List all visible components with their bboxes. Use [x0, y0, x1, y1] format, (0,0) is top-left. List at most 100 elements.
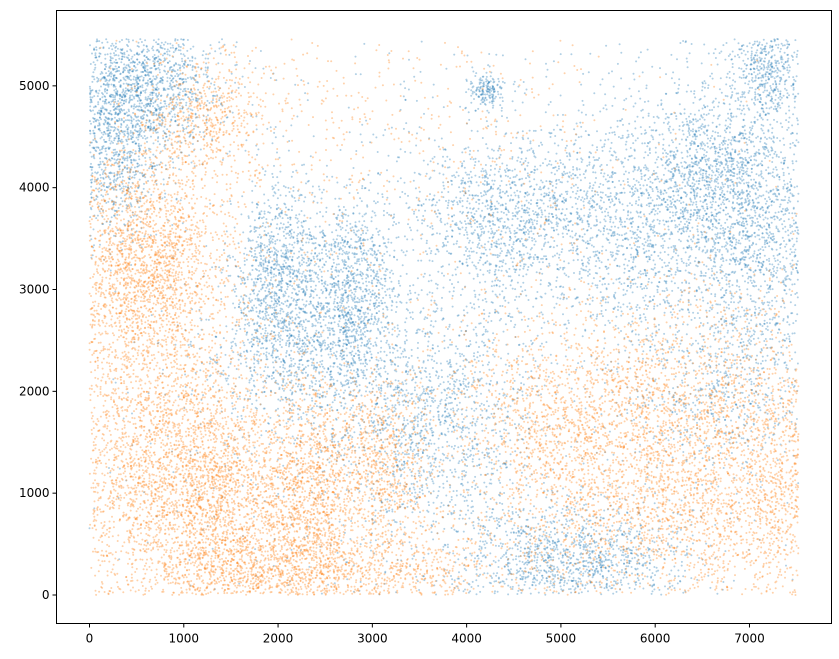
data-point	[153, 57, 156, 60]
data-point	[341, 284, 344, 287]
data-point	[158, 51, 161, 54]
data-point	[483, 180, 486, 182]
data-point	[424, 250, 427, 253]
data-point	[271, 260, 274, 263]
data-point	[443, 187, 446, 190]
data-point	[539, 186, 542, 189]
data-point	[475, 201, 478, 204]
data-point	[275, 256, 278, 258]
data-point	[337, 285, 340, 287]
data-point	[475, 194, 478, 197]
data-point	[501, 190, 504, 193]
data-point	[466, 173, 469, 176]
data-point	[109, 55, 112, 58]
data-point	[150, 135, 152, 138]
data-point	[278, 239, 281, 242]
data-point	[474, 174, 477, 177]
data-point	[306, 233, 309, 236]
data-point	[305, 413, 308, 416]
data-point	[358, 326, 361, 329]
data-point	[465, 206, 468, 209]
data-point	[255, 281, 258, 284]
data-point	[294, 275, 296, 278]
data-point	[169, 66, 172, 69]
data-point	[484, 248, 487, 251]
data-point	[264, 327, 267, 330]
data-point	[95, 146, 98, 149]
data-point	[128, 152, 131, 155]
data-point	[347, 214, 350, 217]
data-point	[548, 199, 551, 202]
data-point	[530, 247, 533, 249]
data-point	[96, 76, 99, 79]
data-point	[502, 224, 504, 227]
data-point	[296, 242, 299, 245]
data-point	[273, 131, 276, 134]
data-point	[169, 74, 172, 77]
data-point	[280, 249, 283, 252]
data-point	[325, 249, 327, 252]
data-point	[504, 262, 507, 265]
data-point	[276, 203, 279, 206]
data-point	[347, 297, 350, 300]
data-point	[413, 171, 416, 174]
data-point	[293, 196, 296, 199]
data-point	[111, 48, 114, 51]
data-point	[156, 86, 159, 89]
data-point	[501, 204, 504, 207]
data-point	[540, 211, 543, 214]
data-point	[265, 430, 268, 432]
data-point	[107, 70, 110, 73]
data-point	[237, 242, 240, 245]
data-point	[349, 345, 352, 348]
data-point	[364, 225, 367, 228]
data-point	[556, 169, 559, 172]
data-point	[478, 247, 481, 250]
data-point	[243, 260, 246, 262]
data-point	[240, 213, 243, 216]
data-point	[352, 206, 355, 209]
data-point	[290, 379, 293, 382]
data-point	[260, 210, 263, 213]
data-point	[157, 50, 160, 53]
data-point	[319, 268, 321, 271]
data-point	[99, 98, 102, 101]
data-point	[128, 96, 131, 99]
data-point	[553, 240, 556, 242]
data-point	[194, 112, 197, 115]
data-point	[125, 92, 128, 95]
data-point	[97, 79, 100, 82]
data-point	[102, 133, 105, 136]
data-point	[130, 134, 132, 137]
data-point	[302, 270, 305, 273]
data-point	[491, 290, 494, 293]
data-point	[179, 98, 181, 101]
data-point	[548, 180, 551, 183]
data-point	[378, 245, 381, 248]
data-point	[191, 66, 194, 69]
data-point	[105, 78, 108, 81]
data-point	[322, 290, 324, 293]
data-point	[109, 93, 112, 96]
data-point	[531, 262, 534, 264]
data-point	[287, 283, 290, 286]
data-point	[345, 365, 348, 368]
data-point	[120, 49, 123, 51]
data-point	[529, 142, 532, 145]
data-point	[146, 50, 149, 53]
data-point	[132, 95, 135, 98]
data-point	[122, 88, 125, 91]
data-point	[131, 124, 134, 127]
data-point	[355, 332, 358, 335]
data-point	[493, 179, 496, 182]
data-point	[311, 385, 314, 388]
data-point	[513, 191, 516, 194]
data-point	[249, 230, 252, 233]
data-point	[257, 236, 260, 239]
data-point	[188, 114, 191, 117]
data-point	[166, 53, 169, 56]
data-point	[453, 286, 455, 289]
data-point	[165, 135, 168, 138]
data-point	[528, 256, 531, 259]
data-point	[547, 223, 550, 225]
